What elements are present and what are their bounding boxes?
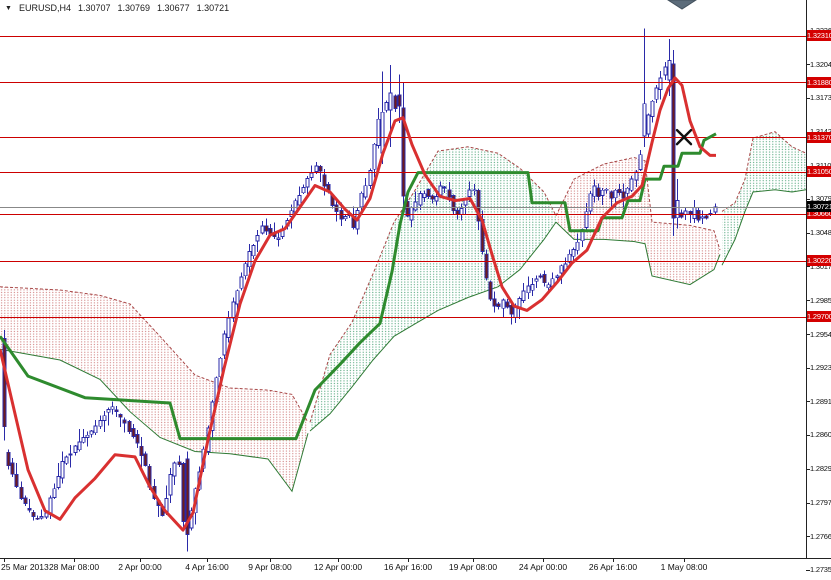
- price-tick-mark: [806, 334, 810, 335]
- price-tick-label: 1.30480: [810, 228, 831, 237]
- time-tick-mark: [613, 558, 614, 562]
- ichimoku-cloud-green: [310, 146, 556, 432]
- time-axis-line: [0, 558, 831, 559]
- time-tick-label: 19 Apr 08:00: [448, 562, 498, 572]
- time-tick-label: 16 Apr 16:00: [383, 562, 433, 572]
- price-tick-mark: [806, 233, 810, 234]
- price-tick-mark: [806, 368, 810, 369]
- price-tick-mark: [806, 64, 810, 65]
- ohlc-low-value: 1.30677: [157, 3, 190, 13]
- time-tick-label: 28 Mar 08:00: [48, 562, 100, 572]
- price-level-label: 1.32310: [807, 30, 831, 41]
- time-tick-label: 24 Apr 00:00: [518, 562, 568, 572]
- time-tick-mark: [543, 558, 544, 562]
- ichimoku-cloud-green: [722, 131, 806, 266]
- time-tick-mark: [270, 558, 271, 562]
- price-level-label: 1.31880: [807, 77, 831, 88]
- time-tick-label: 9 Apr 08:00: [248, 562, 292, 572]
- price-tick-label: 1.27975: [810, 498, 831, 507]
- ohlc-close-value: 1.30721: [196, 3, 230, 13]
- time-tick-label: 26 Apr 16:00: [588, 562, 638, 572]
- price-tick-label: 1.29540: [810, 330, 831, 339]
- price-tick-mark: [806, 266, 810, 267]
- time-tick-label: 12 Apr 00:00: [313, 562, 363, 572]
- price-tick-label: 1.29230: [810, 363, 831, 372]
- price-tick-mark: [806, 435, 810, 436]
- price-tick-label: 1.31735: [810, 93, 831, 102]
- price-tick-label: 1.28605: [810, 430, 831, 439]
- price-axis-line: [806, 0, 807, 558]
- time-tick-mark: [408, 558, 409, 562]
- ohlc-open-value: 1.30707: [77, 3, 111, 13]
- cross-marker[interactable]: [675, 128, 693, 146]
- price-tick-label: 1.30170: [810, 262, 831, 271]
- price-tick-label: 1.31105: [810, 161, 831, 170]
- current-price-label: 1.30721: [807, 201, 831, 212]
- price-level-label: 1.30660: [807, 208, 831, 219]
- price-tick-mark: [806, 98, 810, 99]
- price-tick-mark: [806, 469, 810, 470]
- price-tick-label: 1.30795: [810, 194, 831, 203]
- time-tick-label: 2 Apr 00:00: [118, 562, 162, 572]
- time-tick-mark: [140, 558, 141, 562]
- price-tick-mark: [806, 536, 810, 537]
- ohlc-high-value: 1.30769: [117, 3, 151, 13]
- price-tick-mark: [806, 503, 810, 504]
- price-tick-mark: [806, 300, 810, 301]
- price-level-label: 1.31050: [807, 166, 831, 177]
- tenkan-sen-line: [0, 76, 716, 532]
- price-level-lines[interactable]: [0, 36, 806, 318]
- symbol-dropdown-icon[interactable]: ▼: [5, 4, 12, 12]
- time-tick-mark: [338, 558, 339, 562]
- time-tick-mark: [4, 558, 5, 562]
- price-tick-label: 1.28915: [810, 397, 831, 406]
- price-tick-label: 1.28290: [810, 464, 831, 473]
- ichimoku-cloud-red: [0, 286, 308, 492]
- price-tick-label: 1.29855: [810, 296, 831, 305]
- time-tick-mark: [684, 558, 685, 562]
- time-tick-mark: [473, 558, 474, 562]
- time-tick-label: 4 Apr 16:00: [185, 562, 229, 572]
- time-tick-label: 1 May 08:00: [660, 562, 708, 572]
- down-arrow-marker[interactable]: [667, 0, 697, 10]
- price-level-label: 1.31370: [807, 132, 831, 143]
- chart-title: ▼ EURUSD,H4 1.30707 1.30769 1.30677 1.30…: [5, 3, 229, 13]
- price-tick-label: 1.31420: [810, 127, 831, 136]
- price-level-label: 1.30220: [807, 255, 831, 266]
- price-tick-label: 1.32045: [810, 60, 831, 69]
- chart-plot-area[interactable]: [0, 0, 807, 558]
- price-level-label: 1.29700: [807, 311, 831, 322]
- time-tick-mark: [74, 558, 75, 562]
- symbol-period-label: EURUSD,H4: [18, 3, 71, 13]
- price-tick-mark: [806, 570, 810, 571]
- time-tick-mark: [207, 558, 208, 562]
- time-tick-label: 25 Mar 2013: [1, 562, 49, 572]
- kijun-sen-line: [0, 132, 717, 441]
- price-tick-mark: [806, 401, 810, 402]
- price-tick-label: 1.27665: [810, 532, 831, 541]
- price-tick-label: 1.27350: [810, 565, 831, 574]
- price-tick-mark: [806, 199, 810, 200]
